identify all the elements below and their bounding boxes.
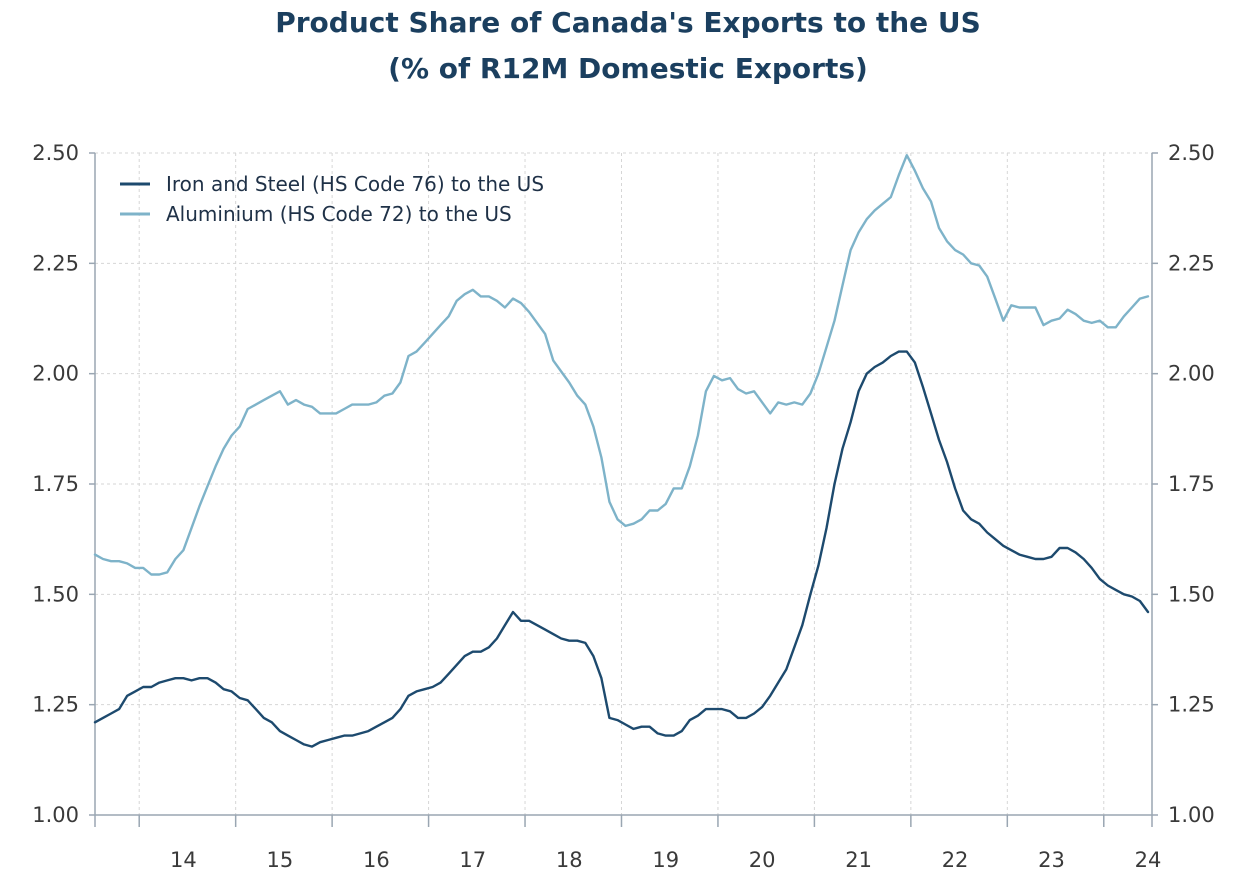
y-tick-label-right: 1.25 — [1168, 693, 1215, 717]
y-axis-left-labels: 1.00 1.25 1.50 1.75 2.00 2.25 2.50 — [32, 141, 79, 827]
y-tick-label-left: 2.50 — [32, 141, 79, 165]
y-tick-label-right: 2.50 — [1168, 141, 1215, 165]
x-tick-label: 14 — [170, 848, 197, 872]
x-tick-label: 15 — [267, 848, 294, 872]
y-tick-label-left: 2.00 — [32, 362, 79, 386]
chart-title: Product Share of Canada's Exports to the… — [275, 6, 981, 39]
x-tick-label: 18 — [556, 848, 583, 872]
y-tick-label-right: 1.00 — [1168, 803, 1215, 827]
y-tick-label-left: 2.25 — [32, 251, 79, 275]
x-tick-label: 16 — [363, 848, 390, 872]
x-tick-label: 21 — [845, 848, 872, 872]
y-tick-label-right: 2.00 — [1168, 362, 1215, 386]
x-tick-label: 17 — [459, 848, 486, 872]
y-tick-label-right: 1.50 — [1168, 582, 1215, 606]
x-tick-label: 22 — [942, 848, 969, 872]
x-tick-label: 19 — [652, 848, 679, 872]
x-tick-label: 20 — [749, 848, 776, 872]
series-line — [93, 153, 1150, 576]
x-tick-label: 24 — [1135, 848, 1162, 872]
y-tick-label-left: 1.50 — [32, 582, 79, 606]
y-tick-label-left: 1.00 — [32, 803, 79, 827]
y-tick-label-left: 1.75 — [32, 472, 79, 496]
y-tick-label-left: 1.25 — [32, 693, 79, 717]
series-line — [93, 350, 1150, 748]
y-tick-label-right: 2.25 — [1168, 251, 1215, 275]
legend-label: Iron and Steel (HS Code 76) to the US — [166, 172, 544, 196]
axes — [89, 152, 1158, 827]
x-tick-label: 23 — [1038, 848, 1065, 872]
x-axis-labels: 14 15 16 17 18 19 20 21 22 23 24 — [170, 848, 1161, 872]
gridlines — [95, 152, 1152, 815]
series-lines — [93, 153, 1150, 748]
legend: Iron and Steel (HS Code 76) to the US Alu… — [120, 172, 544, 226]
chart-subtitle: (% of R12M Domestic Exports) — [388, 52, 868, 85]
y-axis-right-labels: 1.00 1.25 1.50 1.75 2.00 2.25 2.50 — [1168, 141, 1215, 827]
legend-label: Aluminium (HS Code 72) to the US — [166, 202, 512, 226]
y-tick-label-right: 1.75 — [1168, 472, 1215, 496]
